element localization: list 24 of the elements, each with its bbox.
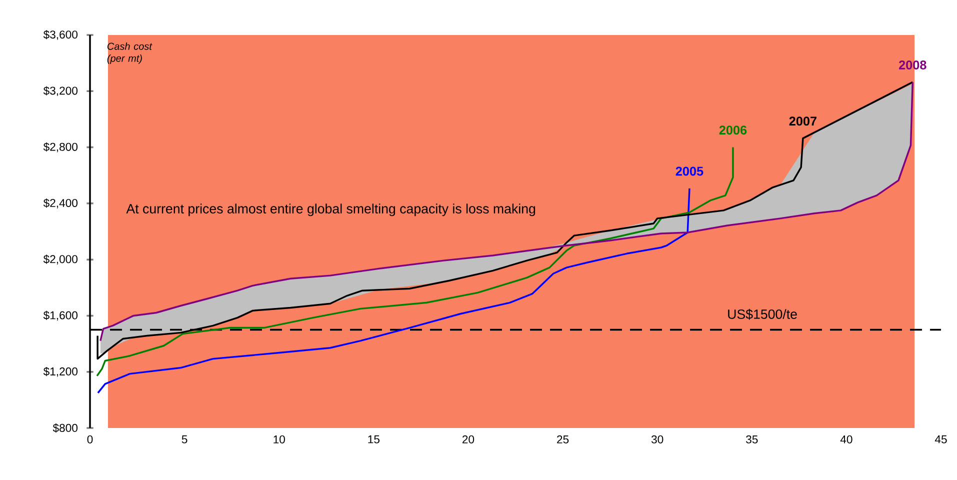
x-tick-label: 35	[746, 435, 758, 444]
series-label: 2005	[676, 166, 704, 176]
series-label: 2007	[789, 116, 816, 126]
y-tick-label: $1,200	[43, 366, 78, 377]
x-tick-label: 45	[934, 435, 947, 444]
x-tick-label: 40	[840, 435, 852, 444]
x-tick-label: 10	[274, 435, 285, 444]
y-tick-label: $2,000	[43, 254, 78, 264]
ref-line-label: US$1500/te	[728, 308, 797, 320]
y-tick-label: $3,600	[43, 30, 78, 40]
annotation: At current prices almost entire global smelting capacity is loss making	[126, 204, 536, 216]
y-tick-label: $800	[52, 423, 78, 433]
x-tick-label: 5	[182, 435, 188, 444]
line-series	[97, 188, 690, 394]
x-tick-label: 25	[557, 435, 569, 444]
y-tick-label: $1,600	[43, 310, 78, 321]
y-tick-label: $3,200	[43, 86, 78, 96]
y-tick-label: $2,400	[43, 198, 78, 208]
x-tick-label: 30	[651, 435, 664, 444]
series-label: 2006	[719, 126, 747, 135]
x-tick-label: 0	[87, 435, 93, 444]
x-tick-label: 15	[368, 435, 380, 444]
x-tick-label: 20	[462, 435, 474, 444]
y-tick-label: $2,800	[43, 142, 78, 152]
